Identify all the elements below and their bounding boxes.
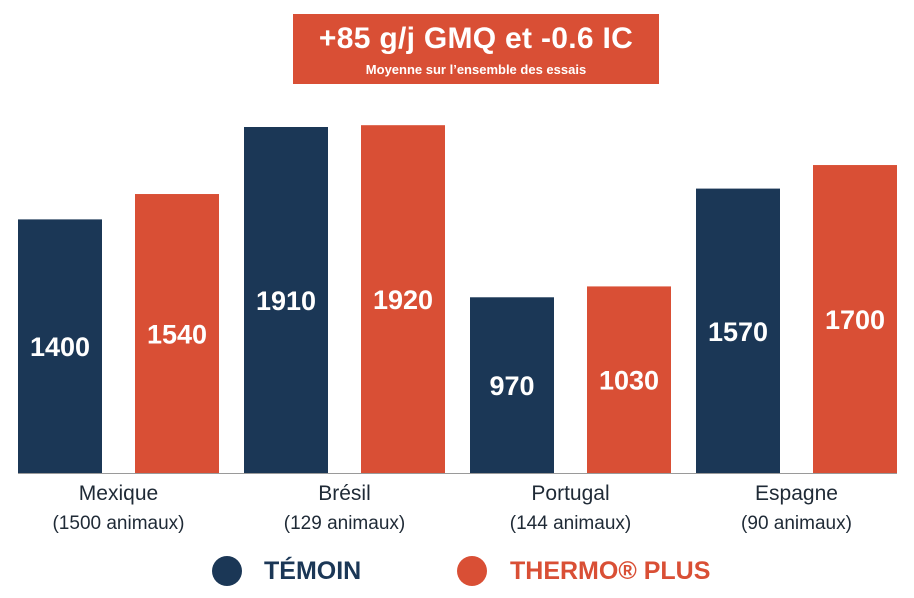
bar-espagne-thermo-plus bbox=[813, 165, 897, 474]
legend-marker-thermo-plus bbox=[457, 556, 487, 586]
category-note-espagne: (90 animaux) bbox=[741, 513, 852, 534]
bar-mexique-thermo-plus bbox=[135, 194, 219, 473]
bar-bresil-temoin bbox=[244, 127, 328, 473]
data-label-mexique-thermo-plus: 1540 bbox=[147, 320, 207, 350]
legend-marker-temoin bbox=[212, 556, 242, 586]
data-label-bresil-temoin: 1910 bbox=[256, 286, 316, 316]
category-label-portugal: Portugal bbox=[531, 482, 609, 505]
data-label-portugal-thermo-plus: 1030 bbox=[599, 366, 659, 396]
data-label-mexique-temoin: 1400 bbox=[30, 332, 90, 362]
legend-label-temoin: TÉMOIN bbox=[264, 557, 362, 585]
category-note-portugal: (144 animaux) bbox=[510, 513, 631, 534]
data-label-espagne-thermo-plus: 1700 bbox=[825, 305, 885, 335]
category-note-bresil: (129 animaux) bbox=[284, 513, 405, 534]
data-label-bresil-thermo-plus: 1920 bbox=[373, 285, 433, 315]
chart-title: +85 g/j GMQ et -0.6 IC bbox=[318, 22, 634, 55]
category-note-mexique: (1500 animaux) bbox=[52, 513, 184, 534]
legend: TÉMOIN THERMO® PLUS bbox=[0, 550, 914, 590]
bar-chart: 1400 1540 Mexique (1500 animaux) 1910 1920 Bré… bbox=[18, 125, 897, 534]
title-box: +85 g/j GMQ et -0.6 IC Moyenne sur l’ens… bbox=[293, 14, 659, 84]
category-label-bresil: Brésil bbox=[318, 482, 371, 505]
data-label-espagne-temoin: 1570 bbox=[708, 317, 768, 347]
bar-mexique-temoin bbox=[18, 219, 102, 473]
data-label-portugal-temoin: 970 bbox=[489, 371, 534, 401]
bar-espagne-temoin bbox=[696, 188, 780, 474]
category-label-mexique: Mexique bbox=[79, 482, 158, 505]
bar-bresil-thermo-plus bbox=[361, 125, 445, 474]
bar-portugal-temoin bbox=[470, 297, 554, 473]
category-label-espagne: Espagne bbox=[755, 482, 838, 505]
chart-subtitle: Moyenne sur l’ensemble des essais bbox=[365, 62, 587, 77]
legend-label-thermo-plus: THERMO® PLUS bbox=[510, 557, 711, 585]
bar-portugal-thermo-plus bbox=[587, 286, 671, 473]
